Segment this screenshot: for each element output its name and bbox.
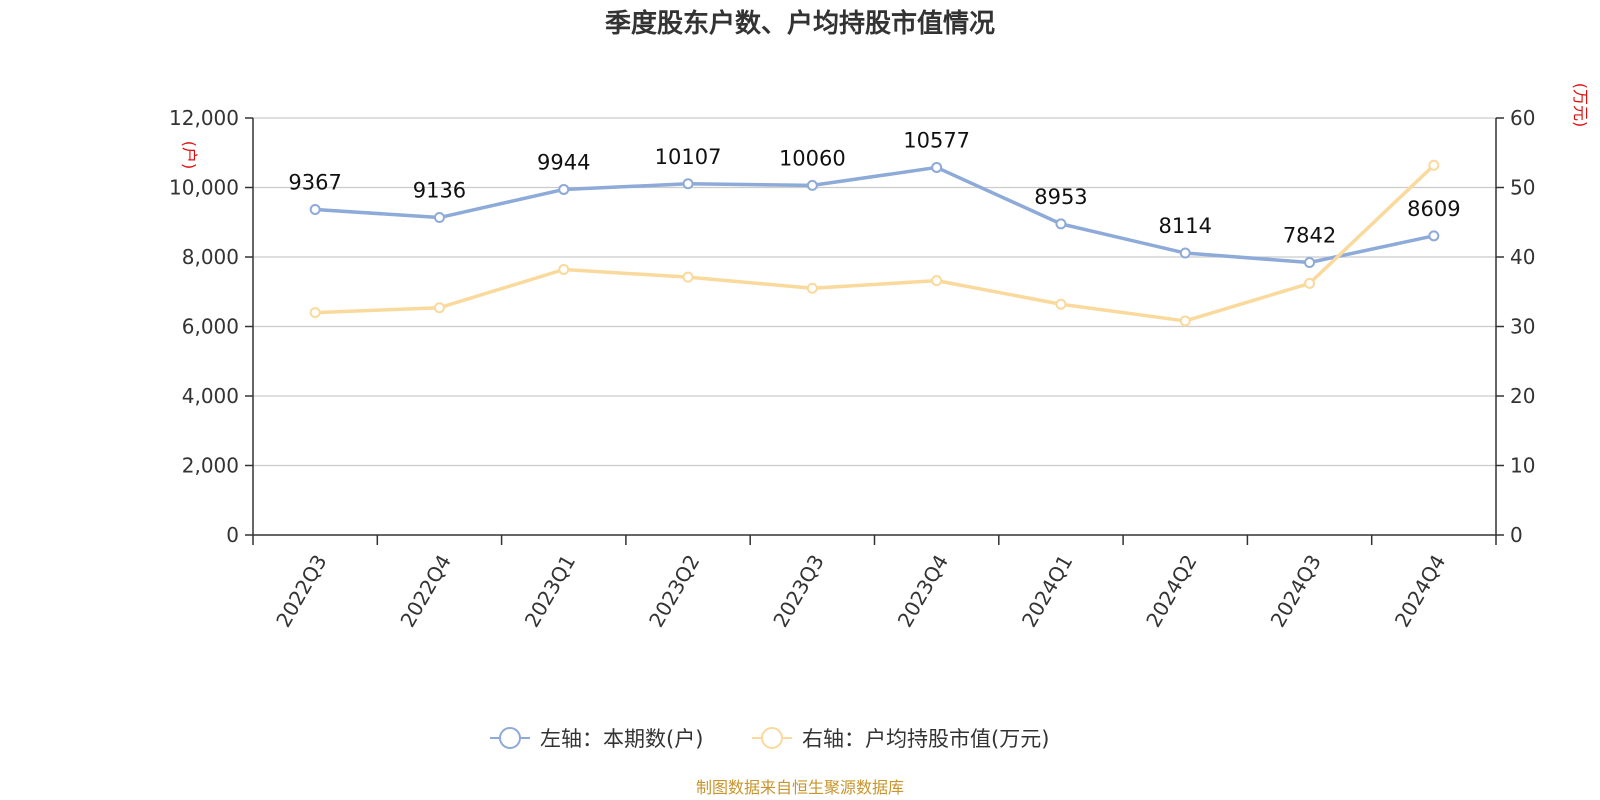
x-tick-label: 2022Q4 [395, 551, 455, 632]
data-point[interactable] [1428, 230, 1440, 242]
left-tick-label: 8,000 [182, 245, 239, 269]
data-point[interactable] [682, 178, 694, 190]
data-point[interactable] [558, 183, 570, 195]
data-point[interactable] [433, 302, 445, 314]
data-label: 7842 [1283, 223, 1336, 247]
x-tick-label: 2022Q3 [271, 551, 331, 632]
left-axis-unit: (户) [180, 141, 199, 170]
data-point[interactable] [433, 212, 445, 224]
data-label: 10107 [655, 145, 722, 169]
grid-lines [253, 117, 1496, 467]
data-point[interactable] [558, 264, 570, 276]
legend-marker-left [499, 727, 521, 749]
data-point[interactable] [1304, 277, 1316, 289]
left-tick-label: 2,000 [182, 454, 239, 478]
right-tick-label: 50 [1510, 176, 1535, 200]
x-tick-label: 2023Q3 [768, 551, 828, 632]
x-tick-label: 2024Q4 [1390, 551, 1450, 632]
data-point[interactable] [1055, 218, 1067, 230]
x-tick-label: 2023Q1 [520, 551, 580, 632]
left-tick-label: 12,000 [169, 106, 239, 130]
x-tick-label: 2024Q2 [1141, 551, 1201, 632]
data-point[interactable] [1179, 247, 1191, 259]
left-tick-label: 4,000 [182, 384, 239, 408]
right-tick-label: 0 [1510, 523, 1523, 547]
series-line-1 [315, 163, 1436, 323]
left-axis-ticks: 0 2,000 4,000 6,000 8,000 10,000 12,000 [169, 106, 253, 547]
data-point[interactable] [682, 271, 694, 283]
data-label: 10577 [903, 128, 970, 152]
x-tick-label: 2023Q2 [644, 551, 704, 632]
data-label: 8609 [1407, 197, 1460, 221]
data-point[interactable] [309, 203, 321, 215]
right-tick-label: 20 [1510, 384, 1535, 408]
x-tick-label: 2023Q4 [893, 551, 953, 632]
x-tick-label: 2024Q1 [1017, 551, 1077, 632]
data-point[interactable] [1304, 256, 1316, 268]
series-line-0 [315, 165, 1435, 265]
legend-marker-right [761, 727, 783, 749]
data-point[interactable] [931, 161, 943, 173]
legend-item-right[interactable]: 右轴：户均持股市值(万元) [802, 727, 1049, 751]
data-point[interactable] [1179, 315, 1191, 327]
right-tick-label: 40 [1510, 245, 1535, 269]
data-label: 10060 [779, 146, 846, 170]
chart-title: 季度股东户数、户均持股市值情况 [605, 8, 995, 39]
data-point[interactable] [806, 179, 818, 191]
data-label: 8114 [1159, 214, 1212, 238]
right-tick-label: 60 [1510, 106, 1535, 130]
data-label: 9367 [288, 170, 341, 194]
data-point[interactable] [806, 282, 818, 294]
x-tick-label: 2024Q3 [1266, 551, 1326, 632]
source-note: 制图数据来自恒生聚源数据库 [696, 778, 904, 797]
legend-item-left[interactable]: 左轴：本期数(户) [540, 727, 703, 751]
data-point[interactable] [1055, 298, 1067, 310]
series-layer [309, 159, 1440, 327]
left-tick-label: 0 [226, 523, 239, 547]
data-point[interactable] [1428, 159, 1440, 171]
x-axis-ticks: 2022Q3 2022Q4 2023Q1 2023Q2 2023Q3 2023Q4 2024… [271, 551, 1450, 632]
data-labels: 9367 9136 9944 10107 10060 10577 8953 8114 7842 8… [288, 128, 1460, 247]
data-point[interactable] [931, 275, 943, 287]
data-label: 9136 [413, 179, 466, 203]
left-tick-label: 10,000 [169, 176, 239, 200]
legend: 左轴：本期数(户) 右轴：户均持股市值(万元) [490, 727, 1049, 751]
right-tick-label: 10 [1510, 454, 1535, 478]
right-axis-unit: (万元) [1571, 83, 1590, 128]
data-point[interactable] [309, 307, 321, 319]
data-label: 9944 [537, 150, 590, 174]
left-tick-label: 6,000 [182, 315, 239, 339]
right-axis-ticks: 0 10 20 30 40 50 60 [1496, 106, 1535, 547]
data-label: 8953 [1034, 185, 1087, 209]
right-tick-label: 30 [1510, 315, 1535, 339]
